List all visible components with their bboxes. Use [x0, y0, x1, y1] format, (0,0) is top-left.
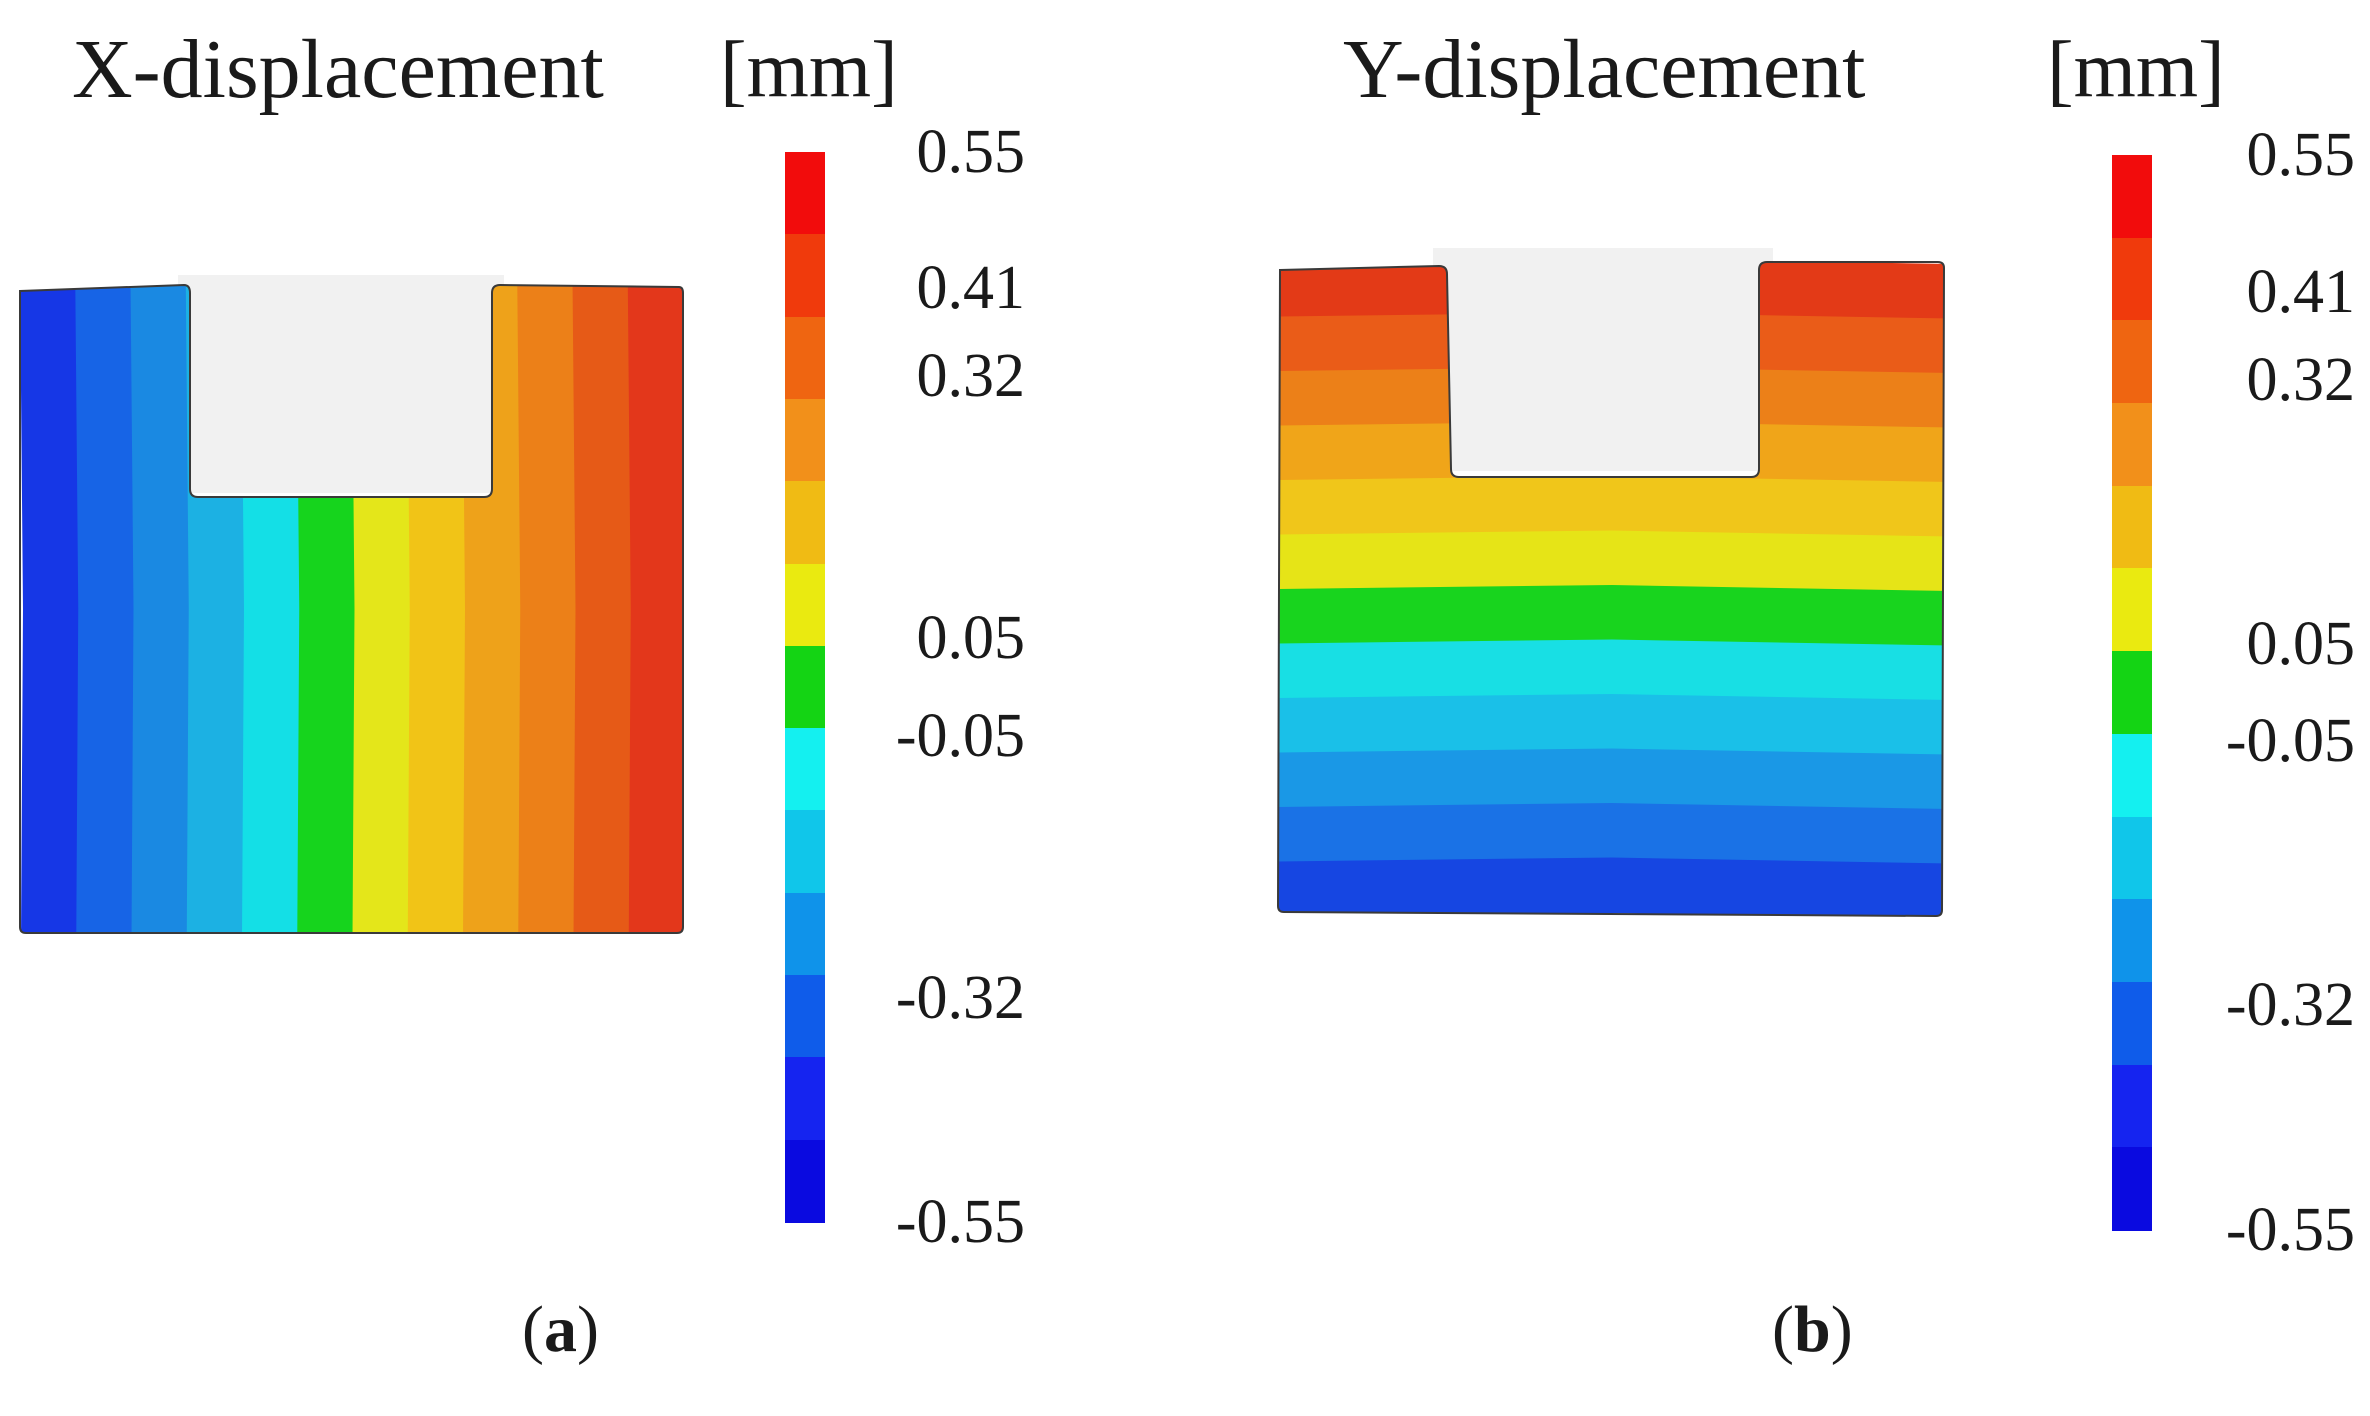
colorbar-level-7 [2112, 733, 2152, 818]
colorbar-tick-label: 0.41 [2246, 257, 2356, 326]
x-contour-band-2 [130, 285, 190, 933]
colorbar-level-3 [785, 398, 825, 482]
colorbar-level-6 [785, 645, 825, 729]
colorbar-tick-label: 0.32 [2246, 345, 2356, 414]
y-contour-band-11 [1278, 857, 1944, 916]
y-contour-band-10 [1278, 803, 1944, 865]
panel-b-title: Y-displacement [1343, 23, 1866, 116]
colorbar-level-5 [785, 563, 825, 647]
colorbar-level-2 [785, 316, 825, 400]
colorbar-level-3 [2112, 403, 2152, 487]
colorbar-level-1 [785, 234, 825, 318]
slot-background [1433, 248, 1773, 471]
colorbar-level-9 [2112, 899, 2152, 983]
y-displacement-field [1276, 248, 1946, 918]
y-contour-band-4 [1278, 476, 1944, 538]
colorbar-level-4 [2112, 485, 2152, 570]
panel-a-contour-plot [19, 275, 684, 934]
colorbar-level-5 [2112, 568, 2152, 652]
colorbar-level-6 [2112, 651, 2152, 735]
colorbar-level-11 [785, 1057, 825, 1141]
y-contour-band-5 [1278, 530, 1944, 592]
y-contour-band-9 [1278, 748, 1944, 810]
colorbar-level-8 [785, 810, 825, 894]
plate-outline [19, 283, 684, 934]
colorbar-tick-label: -0.55 [2225, 1196, 2355, 1264]
colorbar-level-1 [2112, 237, 2152, 321]
panel-a-title: X-displacement [72, 23, 604, 116]
slot-background [178, 275, 504, 493]
x-contour-band-9 [517, 285, 577, 933]
colorbar-level-0 [2112, 155, 2152, 239]
colorbar-tick-label: -0.55 [895, 1188, 1025, 1256]
panel-b-colorbar [2112, 155, 2152, 1231]
colorbar-level-10 [785, 975, 825, 1058]
panel-b-unit: [mm] [2047, 26, 2225, 114]
y-contour-band-8 [1278, 694, 1944, 756]
panel-b-contour-plot [1276, 248, 1946, 918]
panel-b-caption: (b) [1772, 1293, 1853, 1366]
colorbar-tick-label: 0.05 [2246, 609, 2356, 678]
colorbar-level-9 [785, 892, 825, 976]
panel-b: Y-displacement [mm] 0.55 0.41 0.32 0.05 -0.0… [1185, 0, 2370, 1416]
colorbar-level-4 [785, 481, 825, 565]
colorbar-level-2 [2112, 320, 2152, 404]
plate-outline [1276, 261, 1946, 918]
panel-a-unit: [mm] [720, 26, 898, 114]
panel-a-colorbar [785, 152, 825, 1223]
colorbar-level-12 [785, 1139, 825, 1223]
colorbar-level-7 [785, 728, 825, 812]
colorbar-tick-label: 0.05 [916, 604, 1026, 673]
colorbar-tick-label: 0.55 [916, 118, 1026, 186]
colorbar-tick-label: -0.32 [895, 964, 1025, 1033]
x-contour-band-0 [20, 285, 80, 933]
x-contour-band-11 [627, 285, 683, 933]
colorbar-tick-label: -0.32 [2225, 971, 2355, 1040]
colorbar-level-0 [785, 152, 825, 235]
panel-a-caption: (a) [522, 1293, 599, 1366]
panel-a: X-displacement [mm] 0.55 0.41 0.32 0.05 -0.0… [19, 23, 1026, 1366]
colorbar-level-10 [2112, 981, 2152, 1066]
x-displacement-field [19, 275, 684, 934]
colorbar-tick-label: -0.05 [2225, 707, 2355, 776]
y-contour-band-6 [1278, 585, 1944, 647]
colorbar-level-12 [2112, 1147, 2152, 1231]
x-contour-band-1 [75, 285, 135, 933]
colorbar-level-11 [2112, 1064, 2152, 1148]
colorbar-tick-label: 0.41 [916, 254, 1026, 323]
colorbar-level-8 [2112, 816, 2152, 900]
x-contour-band-10 [572, 285, 632, 933]
colorbar-tick-label: 0.32 [916, 341, 1026, 410]
colorbar-tick-label: -0.05 [895, 701, 1025, 770]
colorbar-tick-label: 0.55 [2246, 121, 2356, 189]
y-contour-band-7 [1278, 639, 1944, 701]
